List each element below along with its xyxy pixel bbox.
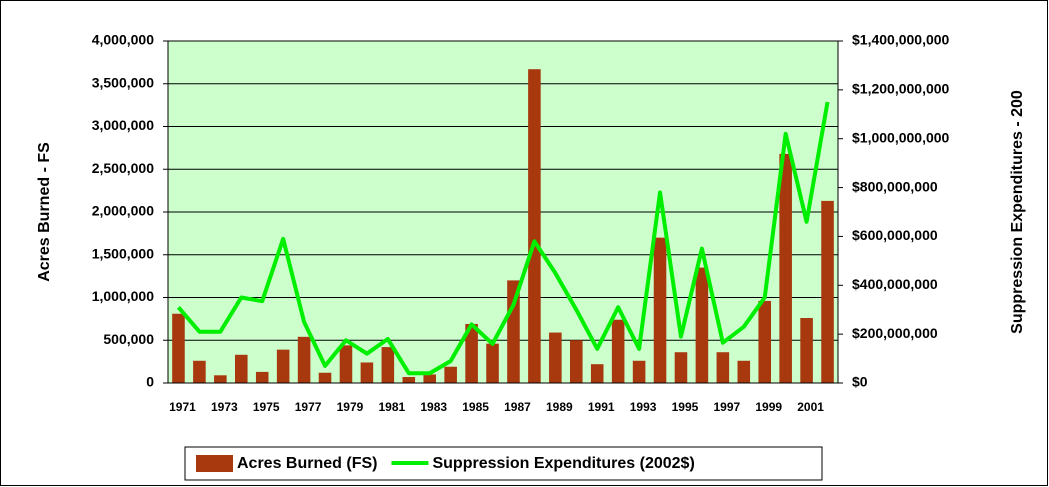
bar: [297, 336, 311, 383]
bar: [465, 324, 478, 383]
y2-tick-label: $200,000,000: [852, 325, 938, 341]
y-tick-label: 2,000,000: [92, 203, 154, 219]
x-tick-label: 1985: [462, 400, 489, 414]
x-tick-label: 1977: [295, 400, 322, 414]
bar: [758, 300, 771, 383]
y2-tick-label: $400,000,000: [852, 276, 938, 292]
x-tick-label: 1993: [630, 400, 657, 414]
y-tick-label: 1,000,000: [92, 288, 154, 304]
bar: [632, 360, 646, 383]
bar: [423, 374, 436, 383]
bar: [821, 200, 834, 383]
legend-swatch: [196, 455, 233, 472]
x-tick-label: 1981: [378, 400, 405, 414]
bar: [611, 319, 625, 383]
bar: [193, 360, 206, 383]
x-tick-label: 1995: [672, 400, 699, 414]
bar: [235, 354, 248, 383]
legend: Acres Burned (FS) Suppression Expenditure…: [184, 446, 823, 481]
x-tick-label: 1999: [755, 400, 782, 414]
y2-tick-label: $1,000,000,000: [852, 129, 950, 145]
legend-label: Suppression Expenditures (2002$): [432, 455, 694, 472]
bar: [549, 332, 562, 383]
legend-box: [184, 446, 823, 481]
bar: [653, 237, 667, 383]
y2-tick-label: $0: [852, 374, 868, 390]
bar: [172, 313, 185, 383]
x-tick-label: 1989: [546, 400, 573, 414]
bar: [737, 360, 751, 383]
line: [176, 101, 830, 376]
bar: [214, 375, 227, 383]
x-tick-label: 1991: [588, 400, 615, 414]
bar: [276, 349, 290, 383]
x-tick-label: 1971: [169, 400, 196, 414]
bar: [779, 153, 792, 383]
x-tick-label: 1983: [420, 400, 447, 414]
y-tick-label: 3,000,000: [92, 117, 154, 133]
bar: [674, 352, 688, 383]
y-tick-label: 3,500,000: [92, 74, 154, 90]
bar: [716, 352, 730, 383]
bar: [402, 377, 416, 383]
y-tick-label: 0: [146, 374, 154, 390]
bar: [339, 345, 353, 383]
bar: [570, 340, 583, 383]
y2-tick-label: $1,200,000,000: [852, 81, 950, 97]
y2-tick-label: $600,000,000: [852, 227, 938, 243]
y-tick-label: 4,000,000: [92, 32, 154, 48]
bar: [695, 267, 709, 383]
bar: [590, 364, 604, 383]
x-tick-label: 1979: [337, 400, 364, 414]
bar: [381, 347, 395, 383]
bar: [444, 366, 457, 383]
y2-axis-title: Suppression Expenditures - 200: [1009, 90, 1026, 334]
y-tick-label: 1,500,000: [92, 245, 154, 261]
x-tick-label: 1997: [713, 400, 740, 414]
legend-label: Acres Burned (FS): [237, 455, 377, 472]
y-axis-title: Acres Burned - FS: [36, 142, 53, 282]
x-tick-label: 1973: [211, 400, 238, 414]
bar: [255, 371, 269, 383]
bar: [318, 372, 332, 383]
bar: [360, 362, 374, 383]
y2-tick-label: $800,000,000: [852, 178, 938, 194]
x-tick-label: 2001: [797, 400, 824, 414]
x-tick-label: 1975: [253, 400, 280, 414]
bar: [528, 69, 541, 383]
y-tick-label: 2,500,000: [92, 160, 154, 176]
x-tick-label: 1987: [504, 400, 531, 414]
bar: [800, 318, 813, 383]
bar: [507, 280, 520, 383]
y2-tick-label: $1,400,000,000: [852, 32, 950, 48]
bar: [486, 343, 499, 383]
y-tick-label: 500,000: [103, 331, 154, 347]
